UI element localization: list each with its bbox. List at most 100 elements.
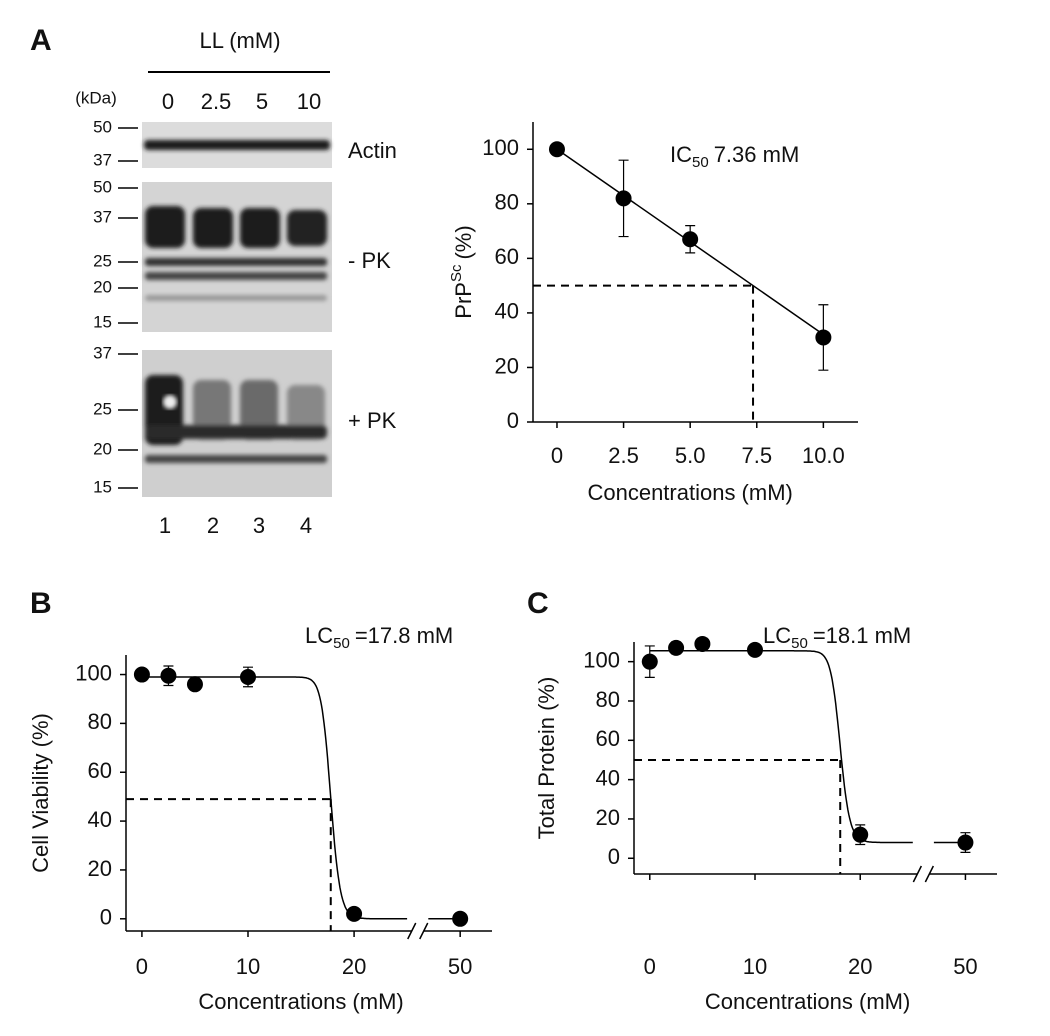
data-point [133, 666, 150, 683]
x-axis-label: Concentrations (mM) [705, 989, 910, 1014]
fit-curve [649, 650, 966, 844]
band [145, 455, 327, 463]
annotation-part: 50 [692, 154, 709, 171]
data-point [815, 329, 832, 346]
y-tick-label: 0 [100, 905, 112, 930]
blot-title: LL (mM) [199, 28, 280, 53]
data-point [682, 231, 699, 248]
data-point [615, 190, 632, 207]
kda-marker: 37 [93, 150, 112, 169]
lane-label: 2.5 [201, 89, 232, 114]
data-point [852, 826, 869, 843]
x-tick-label: 5.0 [675, 443, 706, 468]
lane-number: 3 [253, 513, 265, 538]
lane-label: 10 [297, 89, 321, 114]
kda-marker: 15 [93, 477, 112, 496]
data-point [668, 639, 685, 656]
kda-marker: 50 [93, 177, 112, 196]
section-label: Actin [348, 138, 397, 163]
x-tick-label: 2.5 [608, 443, 639, 468]
annotation: LC50 =17.8 mM [305, 623, 453, 652]
y-tick-label: 80 [495, 190, 519, 215]
kda-marker: 37 [93, 343, 112, 362]
y-tick-label: 20 [495, 353, 519, 378]
annotation-part: 50 [791, 635, 808, 652]
y-tick-label: 100 [482, 135, 519, 160]
y-axis-label: Cell Viability (%) [28, 713, 53, 873]
panel-label: A [30, 24, 52, 57]
kda-marker: 25 [93, 251, 112, 270]
y-axis-label-part: PrP [451, 282, 476, 319]
x-tick-label: 0 [136, 954, 148, 979]
data-point [641, 653, 658, 670]
x-tick-label: 50 [953, 954, 977, 979]
y-tick-label: 100 [75, 660, 112, 685]
lane-number: 1 [159, 513, 171, 538]
x-tick-label: 0 [644, 954, 656, 979]
band [145, 258, 327, 266]
data-point [747, 641, 763, 658]
annotation-part: LC [763, 623, 791, 648]
y-tick-label: 80 [596, 687, 620, 712]
y-tick-label: 100 [583, 647, 620, 672]
axis-break [912, 865, 935, 883]
x-tick-label: 50 [448, 954, 472, 979]
y-tick-label: 40 [88, 807, 112, 832]
data-point [186, 676, 203, 693]
x-tick-label: 0 [551, 443, 563, 468]
panel-label: C [527, 587, 549, 620]
kda-marker: 15 [93, 312, 112, 331]
band [287, 210, 327, 246]
kda-marker: 37 [93, 207, 112, 226]
kda-marker: 25 [93, 399, 112, 418]
band [144, 140, 330, 150]
data-point [548, 141, 565, 158]
annotation-part: =17.8 mM [355, 623, 453, 648]
band [145, 206, 185, 248]
fit-curve [141, 676, 461, 920]
y-tick-label: 40 [495, 299, 519, 324]
panel-label: B [30, 587, 52, 620]
y-tick-label: 0 [507, 408, 519, 433]
y-tick-label: 40 [596, 765, 620, 790]
x-tick-label: 7.5 [741, 443, 772, 468]
band [240, 208, 280, 248]
y-tick-label: 80 [88, 709, 112, 734]
kda-marker: 50 [93, 117, 112, 136]
data-point [957, 834, 974, 851]
band [145, 425, 327, 439]
data-point [694, 635, 711, 652]
y-tick-label: 60 [495, 244, 519, 269]
kda-marker: 20 [93, 439, 112, 458]
annotation-part: =18.1 mM [813, 623, 911, 648]
y-tick-label: 20 [88, 856, 112, 881]
y-axis-label: PrPSc (%) [448, 225, 476, 318]
data-point [346, 905, 363, 922]
band [145, 295, 327, 301]
y-tick-label: 60 [596, 726, 620, 751]
annotation: LC50 =18.1 mM [763, 623, 911, 652]
blot-spot [163, 395, 177, 409]
x-tick-label: 10 [236, 954, 260, 979]
x-tick-label: 10.0 [802, 443, 845, 468]
blot-minus-pk [142, 182, 332, 332]
kda-marker: 20 [93, 277, 112, 296]
x-axis-label: Concentrations (mM) [587, 480, 792, 505]
annotation-part: IC [670, 142, 692, 167]
section-label: + PK [348, 408, 397, 433]
y-tick-label: 60 [88, 758, 112, 783]
data-point [240, 668, 256, 685]
bands [144, 140, 330, 463]
lane-label: 0 [162, 89, 174, 114]
x-tick-label: 20 [342, 954, 366, 979]
y-axis-label: Total Protein (%) [534, 677, 559, 840]
band [145, 272, 327, 280]
axis-break [407, 922, 429, 940]
lane-number: 4 [300, 513, 312, 538]
annotation-part: 7.36 mM [714, 142, 800, 167]
x-tick-label: 20 [848, 954, 872, 979]
y-axis-label-part: (%) [451, 225, 476, 259]
data-point [452, 910, 469, 927]
